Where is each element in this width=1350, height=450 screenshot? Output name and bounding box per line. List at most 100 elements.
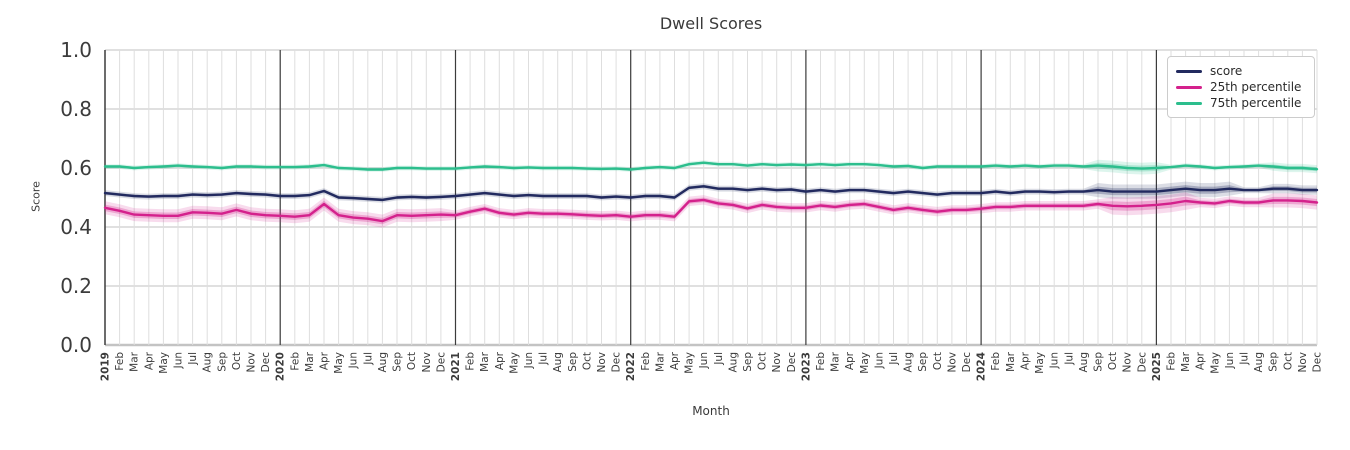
25th-percentile-line-swatch <box>1176 85 1202 89</box>
x-tick-label: Aug <box>1253 352 1265 373</box>
x-tick-label: Feb <box>640 352 652 371</box>
x-axis-label: Month <box>692 404 730 418</box>
x-tick-label: Dec <box>1312 352 1324 373</box>
x-tick-label: Nov <box>946 352 958 373</box>
x-tick-label: Jun <box>1224 352 1236 369</box>
x-tick-label: Dec <box>260 352 272 373</box>
x-tick-label: Oct <box>1282 352 1294 370</box>
y-tick-label: 0.2 <box>60 274 92 298</box>
x-tick-label: Mar <box>304 351 316 371</box>
x-tick-label: Jun <box>523 352 535 369</box>
x-tick-label: Mar <box>1180 351 1192 371</box>
x-tick-label: Feb <box>990 352 1002 371</box>
x-tick-label: Oct <box>406 352 418 370</box>
series-line <box>103 185 1319 202</box>
series-line <box>103 198 1319 223</box>
x-tick-label: Jul <box>713 352 725 366</box>
legend: score 25th percentile 75th percentile <box>1167 56 1315 118</box>
x-tick-label: 2020 <box>275 352 287 381</box>
x-tick-label: Jul <box>1063 352 1075 366</box>
x-tick-label: Jul <box>538 352 550 366</box>
x-tick-label: May <box>859 352 871 374</box>
legend-label: 75th percentile <box>1210 96 1302 110</box>
x-tick-label: 2022 <box>625 352 637 381</box>
x-tick-label: Aug <box>377 352 389 373</box>
x-tick-label: May <box>508 352 520 374</box>
x-tick-label: Oct <box>932 352 944 370</box>
x-tick-label: Dec <box>435 352 447 373</box>
x-tick-label: May <box>158 352 170 374</box>
y-tick-label: 1.0 <box>60 38 92 62</box>
x-tick-label: Mar <box>654 351 666 371</box>
y-tick-label: 0.0 <box>60 333 92 357</box>
x-tick-label: Apr <box>669 351 681 370</box>
x-tick-label: Feb <box>815 352 827 371</box>
x-tick-label: 2023 <box>800 352 812 381</box>
score-line-swatch <box>1176 69 1202 73</box>
x-tick-label: Jun <box>348 352 360 369</box>
x-tick-label: Nov <box>771 352 783 373</box>
x-tick-label: Sep <box>742 352 754 372</box>
x-tick-label: Dec <box>1136 352 1148 373</box>
x-tick-label: Feb <box>114 352 126 371</box>
x-tick-label: May <box>333 352 345 374</box>
x-tick-label: Apr <box>1195 351 1207 370</box>
x-tick-label: Nov <box>1122 352 1134 373</box>
x-tick-label: Mar <box>830 351 842 371</box>
x-tick-label: Aug <box>202 352 214 373</box>
x-tick-label: Aug <box>727 352 739 373</box>
x-tick-label: 2021 <box>450 352 462 381</box>
x-tick-label: Sep <box>567 352 579 372</box>
x-tick-label: Jun <box>1049 352 1061 369</box>
x-tick-label: Apr <box>143 351 155 370</box>
legend-item-25th-percentile: 25th percentile <box>1176 79 1306 95</box>
legend-label: 25th percentile <box>1210 80 1302 94</box>
x-tick-label: Sep <box>216 352 228 372</box>
x-tick-label: Apr <box>844 351 856 370</box>
x-tick-label: Nov <box>596 352 608 373</box>
x-tick-label: Nov <box>1297 352 1309 373</box>
x-tick-label: Oct <box>1107 352 1119 370</box>
x-tick-label: Aug <box>1078 352 1090 373</box>
chart-title: Dwell Scores <box>659 14 763 33</box>
x-tick-label: Jun <box>173 352 185 369</box>
x-tick-label: Oct <box>757 352 769 370</box>
x-tick-label: Jul <box>888 352 900 366</box>
x-tick-label: Apr <box>319 351 331 370</box>
x-tick-label: Jul <box>1239 352 1251 366</box>
legend-item-score: score <box>1176 63 1306 79</box>
x-tick-label: Sep <box>917 352 929 372</box>
x-tick-label: Feb <box>1166 352 1178 371</box>
confidence-band <box>105 196 1317 225</box>
x-tick-label: Jul <box>187 352 199 366</box>
x-tick-label: 2024 <box>976 352 988 381</box>
x-tick-label: Oct <box>231 352 243 370</box>
legend-item-75th-percentile: 75th percentile <box>1176 95 1306 111</box>
x-tick-label: Aug <box>903 352 915 373</box>
x-tick-label: Jun <box>873 352 885 369</box>
x-tick-label: Mar <box>1005 351 1017 371</box>
x-tick-label: 2019 <box>100 352 112 381</box>
series-line <box>103 161 1319 171</box>
x-tick-label: Jun <box>698 352 710 369</box>
x-tick-label: Dec <box>611 352 623 373</box>
x-tick-label: May <box>1034 352 1046 374</box>
x-tick-label: Nov <box>246 352 258 373</box>
x-tick-label: Dec <box>961 352 973 373</box>
y-tick-label: 0.6 <box>60 156 92 180</box>
75th-percentile-line-swatch <box>1176 101 1202 105</box>
x-tick-label: Apr <box>1020 351 1032 370</box>
y-tick-label: 0.8 <box>60 97 92 121</box>
x-tick-label: Nov <box>421 352 433 373</box>
x-tick-label: May <box>1209 352 1221 374</box>
x-tick-label: Feb <box>465 352 477 371</box>
x-tick-label: Apr <box>494 351 506 370</box>
x-tick-label: Aug <box>552 352 564 373</box>
x-tick-label: Dec <box>786 352 798 373</box>
x-tick-label: Mar <box>479 351 491 371</box>
x-tick-label: Feb <box>289 352 301 371</box>
x-tick-label: Sep <box>1093 352 1105 372</box>
x-tick-label: May <box>684 352 696 374</box>
